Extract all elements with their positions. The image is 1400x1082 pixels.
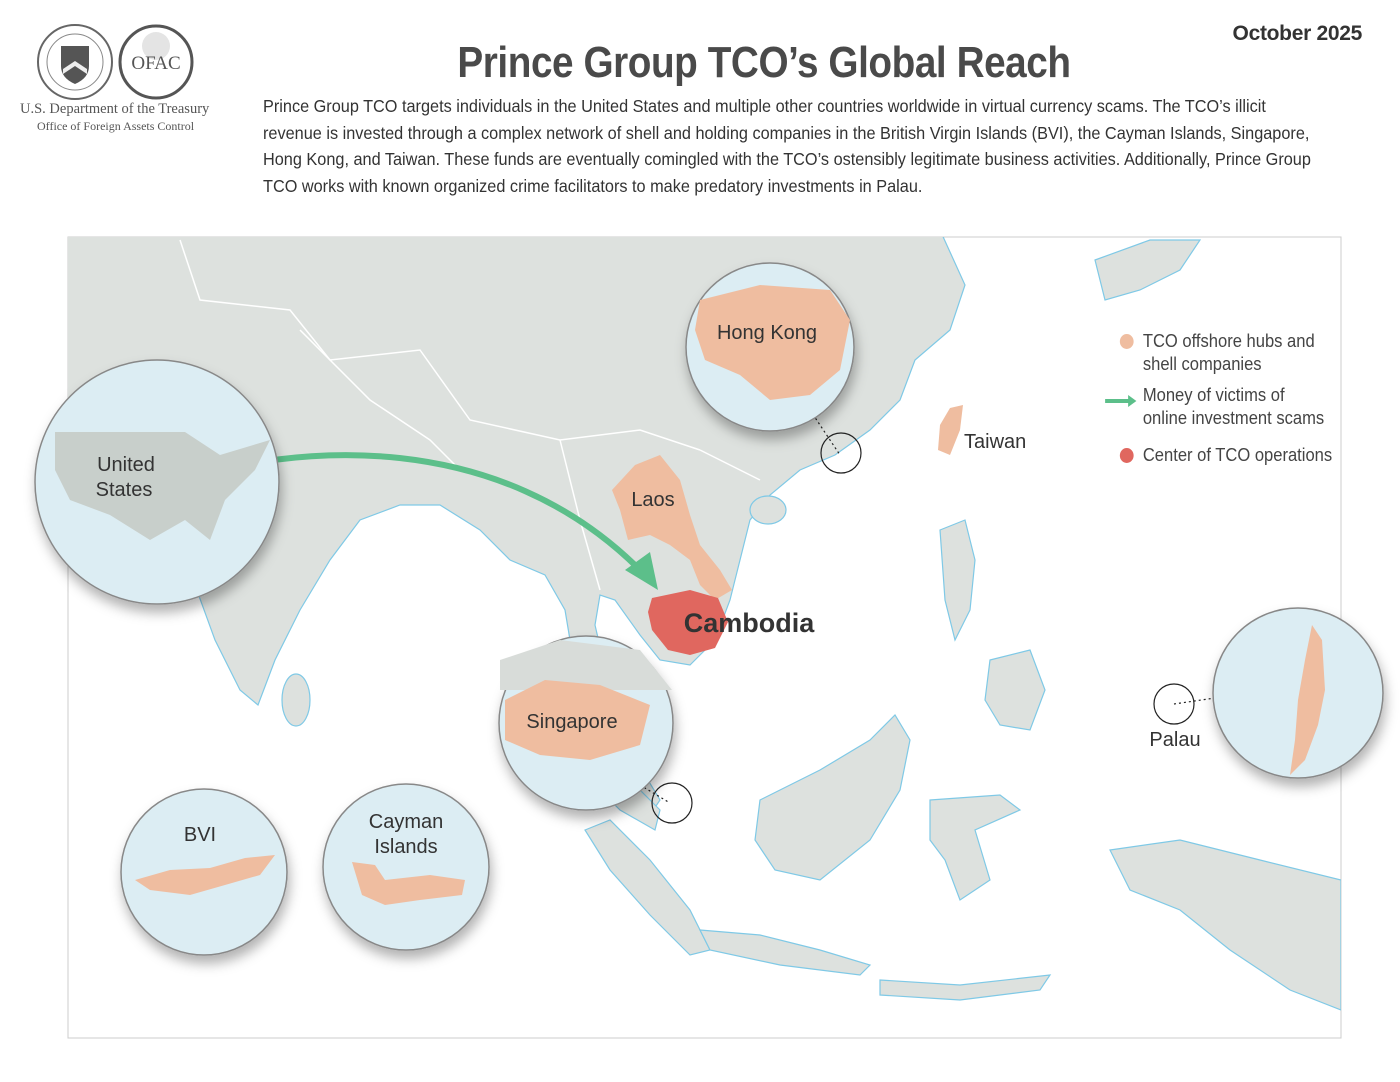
legend-item-hubs: TCO offshore hubs and shell companies <box>1118 330 1332 376</box>
hong-kong-locator <box>820 432 862 474</box>
green-arrow-icon <box>1105 395 1137 407</box>
cambodia-region <box>648 590 728 655</box>
salmon-dot-icon <box>1119 334 1134 349</box>
treasury-seal-icon <box>37 24 113 100</box>
label-united-states-1: United <box>97 454 155 476</box>
label-laos: Laos <box>631 489 674 511</box>
taiwan-region <box>938 405 963 455</box>
japan <box>1094 239 1202 301</box>
label-cayman-1: Cayman <box>369 811 443 833</box>
ofac-seal-icon: OFAC <box>118 24 194 100</box>
borneo <box>754 714 911 881</box>
sulawesi <box>929 794 1022 901</box>
inset-united-states <box>34 359 280 605</box>
legend-label: Money of victims of <box>1142 385 1285 405</box>
palau-locator <box>1153 683 1195 725</box>
legend-label: Center of TCO operations <box>1142 445 1333 465</box>
legend-item-center: Center of TCO operations <box>1118 444 1332 467</box>
page-title: Prince Group TCO’s Global Reach <box>457 38 1071 87</box>
label-cambodia: Cambodia <box>684 608 816 638</box>
inset-singapore <box>498 635 674 811</box>
legend: TCO offshore hubs and shell companies Mo… <box>1105 330 1351 475</box>
label-cayman-2: Islands <box>374 836 437 858</box>
legend-item-money: Money of victims of online investment sc… <box>1105 384 1332 430</box>
arrowhead-icon <box>625 552 658 590</box>
date-label: October 2025 <box>1232 22 1363 45</box>
label-palau: Palau <box>1149 729 1200 751</box>
locator-circles <box>639 409 1216 824</box>
philippines-luzon <box>939 519 976 642</box>
java <box>698 929 872 976</box>
label-united-states-2: States <box>96 479 153 501</box>
legend-label: online investment scams <box>1142 408 1325 428</box>
hainan <box>749 495 787 525</box>
inset-cayman <box>322 783 490 951</box>
inset-hong-kong <box>685 262 855 432</box>
label-bvi: BVI <box>184 824 216 846</box>
singapore-locator <box>651 782 693 824</box>
legend-label: shell companies <box>1142 354 1262 374</box>
agency-logos: OFAC <box>37 24 194 100</box>
philippines-mindanao <box>984 649 1046 731</box>
legend-label: TCO offshore hubs and <box>1142 331 1315 351</box>
label-singapore: Singapore <box>526 711 617 733</box>
label-hong-kong: Hong Kong <box>717 322 817 344</box>
label-taiwan: Taiwan <box>964 431 1026 453</box>
agency-name: U.S. Department of the Treasury <box>20 101 210 117</box>
sri-lanka <box>281 673 311 727</box>
laos-region <box>612 455 732 600</box>
red-dot-icon <box>1119 448 1134 463</box>
new-guinea <box>1109 839 1341 1011</box>
timor-islands <box>879 974 1052 1001</box>
inset-bvi <box>120 788 288 956</box>
description: Prince Group TCO targets individuals in … <box>263 96 1311 196</box>
inset-palau <box>1212 607 1384 779</box>
agency-office: Office of Foreign Assets Control <box>37 119 195 133</box>
svg-text:OFAC: OFAC <box>131 53 180 74</box>
